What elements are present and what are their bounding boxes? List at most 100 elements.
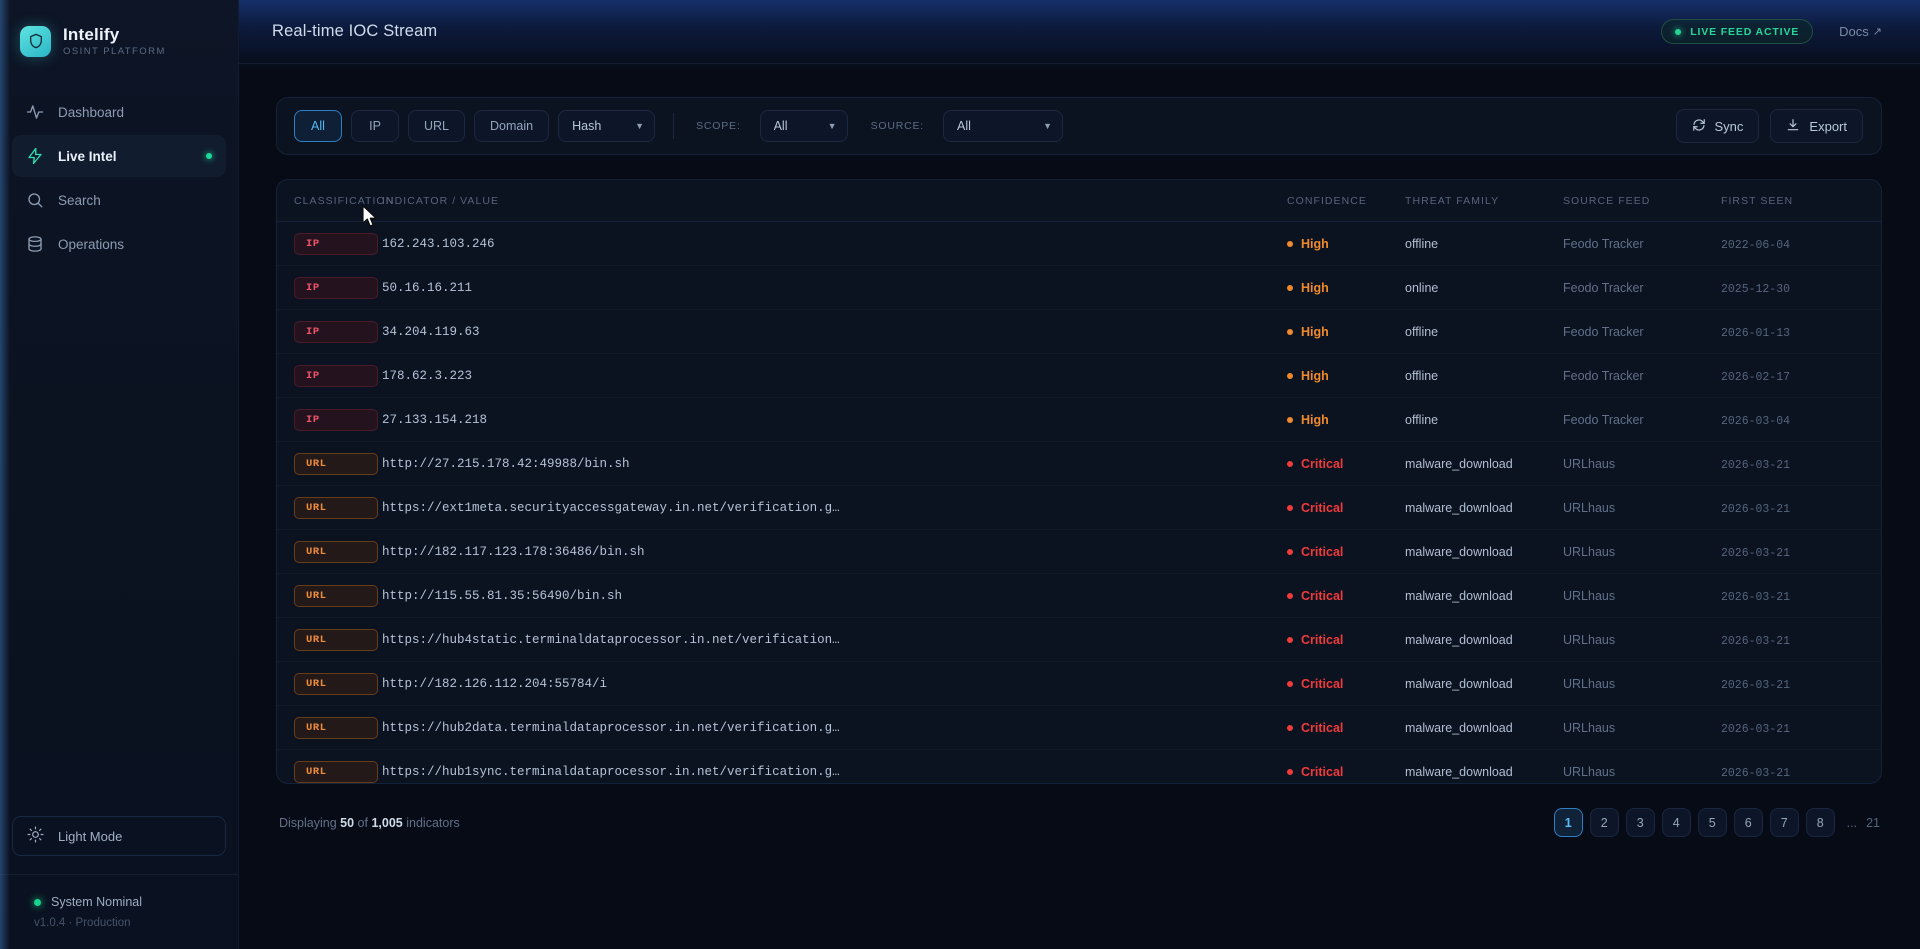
source-feed: URLhaus xyxy=(1563,676,1616,691)
table-row[interactable]: URL https://hub1sync.terminaldataprocesso… xyxy=(277,750,1881,783)
hash-select[interactable]: HashMD5SHA1SHA256 xyxy=(558,110,656,142)
source-feed: Feodo Tracker xyxy=(1563,412,1644,427)
page-button-6[interactable]: 6 xyxy=(1733,808,1763,837)
classification-badge: URL xyxy=(294,584,378,607)
table-row[interactable]: URL http://115.55.81.35:56490/bin.sh Criti… xyxy=(277,574,1881,618)
brand: Intelify OSINT PLATFORM xyxy=(0,0,238,57)
sidebar-item-operations[interactable]: Operations xyxy=(12,223,226,265)
threat-family: malware_download xyxy=(1405,764,1513,779)
filter-type-domain[interactable]: Domain xyxy=(474,110,550,142)
table-row[interactable]: IP 178.62.3.223 High offline Feodo Tracker 20… xyxy=(277,354,1881,398)
source-feed: URLhaus xyxy=(1563,720,1616,735)
page-button-7[interactable]: 7 xyxy=(1769,808,1799,837)
confidence-dot-icon xyxy=(1287,680,1293,687)
docs-link[interactable]: Docs ↗ xyxy=(1839,24,1882,39)
source-feed: URLhaus xyxy=(1563,500,1616,515)
filter-type-all[interactable]: All xyxy=(294,110,342,142)
filter-type-url[interactable]: URL xyxy=(408,110,466,142)
sidebar-item-live-intel[interactable]: Live Intel xyxy=(12,135,226,177)
confidence-dot-icon xyxy=(1287,240,1293,247)
source-feed: URLhaus xyxy=(1563,544,1616,559)
confidence-dot-icon xyxy=(1287,592,1293,599)
sync-button[interactable]: Sync xyxy=(1675,109,1760,143)
first-seen: 2026-03-21 xyxy=(1721,590,1791,604)
scope-select-wrap: AllGlobalRegionalInternal ▼ xyxy=(759,110,848,142)
confidence-dot-icon xyxy=(1287,416,1293,423)
indicator-value: https://hub1sync.terminaldataprocessor.i… xyxy=(382,764,840,779)
page-button-4[interactable]: 4 xyxy=(1661,808,1691,837)
table-body[interactable]: IP 162.243.103.246 High offline Feodo Tracke… xyxy=(277,222,1881,783)
confidence-level: High xyxy=(1287,237,1405,251)
threat-family: offline xyxy=(1405,236,1439,251)
confidence-level: Critical xyxy=(1287,677,1405,691)
table-row[interactable]: URL http://27.215.178.42:49988/bin.sh Crit… xyxy=(277,442,1881,486)
confidence-level: High xyxy=(1287,413,1405,427)
total-count: 1,005 xyxy=(371,815,403,830)
classification-badge: URL xyxy=(294,760,378,783)
table-row[interactable]: IP 162.243.103.246 High offline Feodo Tracke… xyxy=(277,222,1881,266)
indicator-value: https://hub2data.terminaldataprocessor.i… xyxy=(382,720,840,735)
threat-family: malware_download xyxy=(1405,544,1513,559)
export-label: Export xyxy=(1809,118,1847,134)
indicator-value: http://115.55.81.35:56490/bin.sh xyxy=(382,588,623,603)
ioc-table: CLASSIFICATION INDICATOR / VALUE CONFIDE… xyxy=(276,179,1882,784)
table-row[interactable]: URL https://hub4static.terminaldataproces… xyxy=(277,618,1881,662)
source-feed: Feodo Tracker xyxy=(1563,236,1644,251)
light-mode-label: Light Mode xyxy=(58,828,123,844)
confidence-label: Critical xyxy=(1301,456,1344,471)
page-button-1[interactable]: 1 xyxy=(1553,808,1583,837)
source-feed: URLhaus xyxy=(1563,632,1616,647)
page-button-last[interactable]: 21 xyxy=(1866,815,1880,830)
threat-family: malware_download xyxy=(1405,632,1513,647)
export-button[interactable]: Export xyxy=(1770,109,1863,143)
live-feed-dot-icon xyxy=(1675,28,1682,35)
confidence-dot-icon xyxy=(1287,328,1293,335)
sync-label: Sync xyxy=(1714,118,1744,134)
filter-type-ip[interactable]: IP xyxy=(351,110,399,142)
table-row[interactable]: IP 50.16.16.211 High online Feodo Tracker 202… xyxy=(277,266,1881,310)
source-select[interactable]: AllFeodo TrackerURLhausThreatFox xyxy=(943,110,1064,142)
table-row[interactable]: URL https://hub2data.terminaldataprocesso… xyxy=(277,706,1881,750)
database-icon xyxy=(26,235,44,253)
table-row[interactable]: URL https://ext1meta.securityaccessgatewa… xyxy=(277,486,1881,530)
table-row[interactable]: IP 27.133.154.218 High offline Feodo Tracker… xyxy=(277,398,1881,442)
column-header-confidence: CONFIDENCE xyxy=(1287,194,1367,207)
table-header-row: CLASSIFICATION INDICATOR / VALUE CONFIDE… xyxy=(277,180,1881,222)
system-status-label: System Nominal xyxy=(51,895,142,909)
classification-badge: IP xyxy=(294,276,378,299)
confidence-level: Critical xyxy=(1287,721,1405,735)
of-text: of xyxy=(357,815,368,830)
indicator-value: http://27.215.178.42:49988/bin.sh xyxy=(382,456,630,471)
confidence-level: Critical xyxy=(1287,589,1405,603)
content: All IP URL Domain HashMD5SHA1SHA256 ▼ SC… xyxy=(239,64,1920,949)
classification-badge: IP xyxy=(294,232,378,255)
refresh-icon xyxy=(1692,118,1706,135)
page-button-5[interactable]: 5 xyxy=(1697,808,1727,837)
confidence-dot-icon xyxy=(1287,372,1293,379)
main-area: Real-time IOC Stream LIVE FEED ACTIVE Do… xyxy=(239,0,1920,949)
page-button-3[interactable]: 3 xyxy=(1625,808,1655,837)
external-link-arrow-icon: ↗ xyxy=(1872,26,1882,38)
table-row[interactable]: URL http://182.126.112.204:55784/i Critica… xyxy=(277,662,1881,706)
light-mode-toggle[interactable]: Light Mode xyxy=(12,816,226,856)
brand-subtitle: OSINT PLATFORM xyxy=(63,46,166,57)
threat-family: malware_download xyxy=(1405,676,1513,691)
confidence-dot-icon xyxy=(1287,724,1293,731)
first-seen: 2022-06-04 xyxy=(1721,238,1791,252)
table-row[interactable]: URL http://182.117.123.178:36486/bin.sh Cr… xyxy=(277,530,1881,574)
column-header-classification: CLASSIFICATION xyxy=(294,194,395,207)
first-seen: 2026-03-21 xyxy=(1721,678,1791,692)
table-row[interactable]: IP 34.204.119.63 High offline Feodo Tracker 2… xyxy=(277,310,1881,354)
sidebar-item-label: Live Intel xyxy=(58,148,117,164)
scope-select[interactable]: AllGlobalRegionalInternal xyxy=(759,110,848,142)
confidence-label: High xyxy=(1301,236,1329,251)
sidebar-item-dashboard[interactable]: Dashboard xyxy=(12,91,226,133)
page-button-8[interactable]: 8 xyxy=(1805,808,1835,837)
first-seen: 2026-03-04 xyxy=(1721,414,1791,428)
scope-label: SCOPE: xyxy=(696,120,741,132)
page-button-2[interactable]: 2 xyxy=(1589,808,1619,837)
confidence-level: High xyxy=(1287,281,1405,295)
sidebar-item-search[interactable]: Search xyxy=(12,179,226,221)
indicator-value: 178.62.3.223 xyxy=(382,368,473,383)
